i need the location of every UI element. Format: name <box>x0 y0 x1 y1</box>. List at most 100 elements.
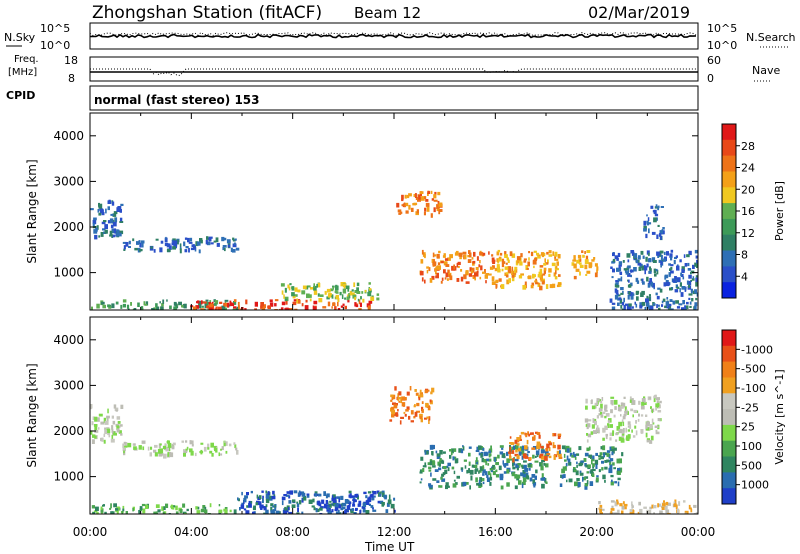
heat-cell <box>414 193 417 198</box>
heat-cell <box>622 290 624 295</box>
heat-cell <box>130 302 132 306</box>
heat-cell <box>666 251 669 256</box>
heat-cell <box>436 456 441 459</box>
heat-cell <box>478 471 480 474</box>
heat-cell <box>358 299 361 305</box>
time-axis: 00:00 04:00 08:00 12:00 16:00 20:00 00:00 <box>73 525 716 539</box>
heat-cell <box>419 469 422 473</box>
heat-cell <box>618 428 623 431</box>
freq-strip: Freq. [MHz] 18 8 60 0 Nave <box>8 54 780 85</box>
heat-cell <box>235 247 240 251</box>
heat-cell <box>365 510 370 513</box>
heat-cell <box>155 238 159 241</box>
heat-cell <box>635 420 637 424</box>
heat-cell <box>664 305 668 309</box>
heat-cell <box>527 451 530 454</box>
heat-cell <box>650 305 654 310</box>
heat-cell <box>173 240 178 244</box>
heat-cell <box>648 296 651 302</box>
heat-cell <box>528 251 530 254</box>
heat-cell <box>160 306 164 310</box>
heat-cell <box>444 277 447 280</box>
heat-cell <box>640 405 645 410</box>
velocity-region <box>508 431 563 463</box>
heat-cell <box>407 194 410 199</box>
heat-cell <box>427 191 431 194</box>
heat-cell <box>617 406 622 412</box>
heat-cell <box>441 478 446 482</box>
colorbar-swatch <box>722 139 736 157</box>
velocity-region <box>419 444 549 490</box>
heat-cell <box>270 506 273 512</box>
heat-cell <box>116 425 120 430</box>
heat-cell <box>497 268 501 273</box>
heat-cell <box>482 252 486 256</box>
heat-cell <box>509 452 511 457</box>
heat-cell <box>619 298 623 304</box>
heat-cell <box>655 429 658 432</box>
heat-cell <box>414 389 417 392</box>
heat-cell <box>598 455 602 458</box>
heat-cell <box>269 299 273 303</box>
heat-cell <box>132 507 134 512</box>
heat-cell <box>611 451 614 456</box>
heat-cell <box>175 243 178 247</box>
heat-cell <box>349 495 353 498</box>
heat-cell <box>482 478 485 482</box>
heat-cell <box>211 301 214 305</box>
heat-cell <box>169 305 172 309</box>
heat-cell <box>645 414 648 417</box>
heat-cell <box>429 278 433 283</box>
heat-cell <box>566 448 570 453</box>
heat-cell <box>610 447 614 452</box>
heat-cell <box>454 252 459 256</box>
heat-cell <box>232 237 235 241</box>
heat-cell <box>584 483 589 487</box>
heat-cell <box>525 474 528 479</box>
heat-cell <box>200 449 203 455</box>
heat-cell <box>186 446 189 450</box>
heat-cell <box>670 249 674 253</box>
heat-cell <box>427 462 431 466</box>
heat-cell <box>214 446 216 452</box>
heat-cell <box>214 300 219 305</box>
heat-cell <box>557 282 562 285</box>
heat-cell <box>203 446 207 452</box>
heat-cell <box>444 258 449 261</box>
heat-cell <box>249 501 251 504</box>
heat-cell <box>125 511 128 514</box>
heat-cell <box>540 466 544 471</box>
heat-cell <box>587 464 591 468</box>
heat-cell <box>142 508 146 514</box>
heat-cell <box>427 192 429 196</box>
heat-cell <box>657 402 660 406</box>
heat-cell <box>391 396 394 400</box>
heat-cell <box>116 510 119 514</box>
heat-cell <box>662 230 665 235</box>
heat-cell <box>201 305 204 308</box>
heat-cell <box>401 396 405 401</box>
heat-cell <box>431 198 434 201</box>
heat-cell <box>594 420 597 426</box>
heat-cell <box>626 435 628 439</box>
colorbar-swatch <box>722 377 736 394</box>
heat-cell <box>612 449 615 454</box>
heat-cell <box>433 261 437 267</box>
heat-cell <box>505 274 509 278</box>
heat-cell <box>371 497 374 501</box>
heat-cell <box>185 246 189 249</box>
heat-cell <box>655 292 658 296</box>
heat-cell <box>688 280 692 286</box>
heat-cell <box>119 209 122 213</box>
heat-cell <box>639 263 643 269</box>
heat-cell <box>437 265 441 270</box>
heat-cell <box>435 275 439 279</box>
heat-cell <box>535 469 538 474</box>
heat-cell <box>113 228 117 234</box>
heat-cell <box>274 299 279 302</box>
time-axis-label: Time UT <box>364 540 415 554</box>
heat-cell <box>107 220 112 224</box>
heat-cell <box>518 480 522 485</box>
heat-cell <box>531 282 535 286</box>
heat-cell <box>420 478 423 481</box>
